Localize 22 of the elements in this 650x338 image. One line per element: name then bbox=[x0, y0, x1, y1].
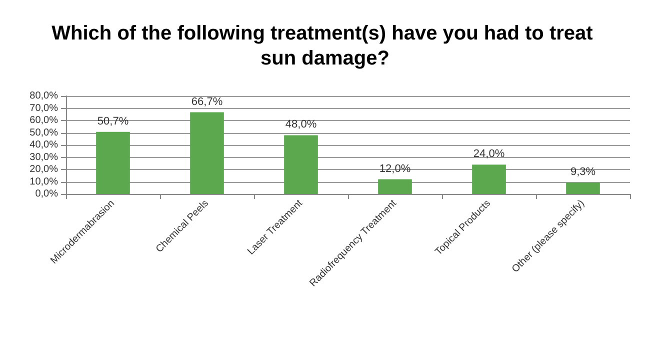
bar bbox=[284, 135, 318, 194]
y-tick-label: 0,0% bbox=[35, 188, 58, 200]
data-label: 66,7% bbox=[191, 96, 223, 108]
y-tick-label: 60,0% bbox=[30, 115, 58, 126]
data-label: 48,0% bbox=[285, 118, 317, 131]
y-tick-label: 30,0% bbox=[30, 152, 58, 163]
chart-title: Which of the following treatment(s) have you had to treat sun damage? bbox=[52, 22, 598, 70]
bar bbox=[190, 112, 224, 194]
y-tick-label: 40,0% bbox=[30, 140, 58, 150]
data-label: 9,3% bbox=[570, 166, 596, 178]
data-label: 12,0% bbox=[379, 162, 411, 175]
y-tick-label: 20,0% bbox=[30, 164, 58, 175]
bar bbox=[566, 182, 600, 194]
y-tick-label: 50,0% bbox=[30, 127, 58, 138]
data-label: 24,0% bbox=[473, 148, 505, 160]
bar bbox=[96, 132, 130, 194]
bar bbox=[378, 179, 412, 194]
y-tick-label: 80,0% bbox=[30, 90, 58, 102]
y-tick-label: 70,0% bbox=[30, 102, 58, 114]
bar bbox=[472, 164, 506, 194]
y-tick-label: 10,0% bbox=[30, 176, 58, 188]
data-label: 50,7% bbox=[97, 115, 129, 128]
